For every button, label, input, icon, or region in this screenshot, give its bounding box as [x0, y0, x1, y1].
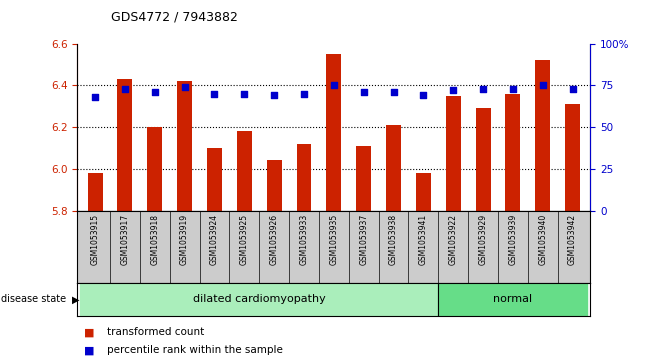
- Point: [269, 93, 280, 98]
- Text: GSM1053925: GSM1053925: [240, 214, 249, 265]
- Point: [478, 86, 488, 91]
- Text: percentile rank within the sample: percentile rank within the sample: [107, 345, 283, 355]
- Point: [537, 82, 548, 88]
- Point: [239, 91, 250, 97]
- Bar: [416, 173, 431, 211]
- Point: [179, 84, 190, 90]
- Text: GSM1053933: GSM1053933: [299, 214, 309, 265]
- Bar: [386, 125, 401, 211]
- Bar: [505, 94, 520, 211]
- Point: [418, 93, 429, 98]
- Text: disease state: disease state: [1, 294, 66, 305]
- Text: transformed count: transformed count: [107, 327, 205, 337]
- Bar: [446, 96, 461, 211]
- Text: normal: normal: [493, 294, 533, 305]
- Text: GSM1053917: GSM1053917: [120, 214, 130, 265]
- Point: [119, 86, 130, 91]
- Text: GSM1053940: GSM1053940: [538, 214, 548, 265]
- Text: GSM1053924: GSM1053924: [210, 214, 219, 265]
- Point: [90, 94, 101, 100]
- Text: GSM1053915: GSM1053915: [91, 214, 99, 265]
- Bar: [177, 81, 192, 211]
- Point: [448, 87, 458, 93]
- Bar: [266, 160, 282, 211]
- Text: ■: ■: [84, 327, 95, 337]
- Point: [507, 86, 518, 91]
- Bar: [297, 144, 311, 211]
- Bar: [237, 131, 252, 211]
- Bar: [148, 127, 162, 211]
- Text: GSM1053942: GSM1053942: [568, 214, 577, 265]
- Point: [388, 89, 399, 95]
- Text: GSM1053937: GSM1053937: [359, 214, 368, 265]
- Text: GSM1053918: GSM1053918: [150, 214, 159, 265]
- Text: dilated cardiomyopathy: dilated cardiomyopathy: [193, 294, 325, 305]
- Text: GDS4772 / 7943882: GDS4772 / 7943882: [111, 11, 238, 24]
- Text: GSM1053922: GSM1053922: [449, 214, 458, 265]
- Text: GSM1053919: GSM1053919: [180, 214, 189, 265]
- Bar: [356, 146, 371, 211]
- Text: GSM1053939: GSM1053939: [509, 214, 517, 265]
- Point: [567, 86, 578, 91]
- Point: [150, 89, 160, 95]
- Bar: [88, 173, 103, 211]
- Point: [358, 89, 369, 95]
- Bar: [117, 79, 132, 211]
- Text: GSM1053935: GSM1053935: [329, 214, 338, 265]
- Text: GSM1053929: GSM1053929: [478, 214, 488, 265]
- Bar: [476, 108, 491, 211]
- Text: ▶: ▶: [72, 294, 80, 305]
- Text: GSM1053941: GSM1053941: [419, 214, 428, 265]
- Text: GSM1053938: GSM1053938: [389, 214, 398, 265]
- Point: [329, 82, 340, 88]
- Bar: [535, 60, 550, 211]
- Bar: [326, 54, 342, 211]
- Bar: [565, 104, 580, 211]
- Bar: [207, 148, 222, 211]
- Text: GSM1053926: GSM1053926: [270, 214, 278, 265]
- Point: [209, 91, 220, 97]
- Text: ■: ■: [84, 345, 95, 355]
- Point: [299, 91, 309, 97]
